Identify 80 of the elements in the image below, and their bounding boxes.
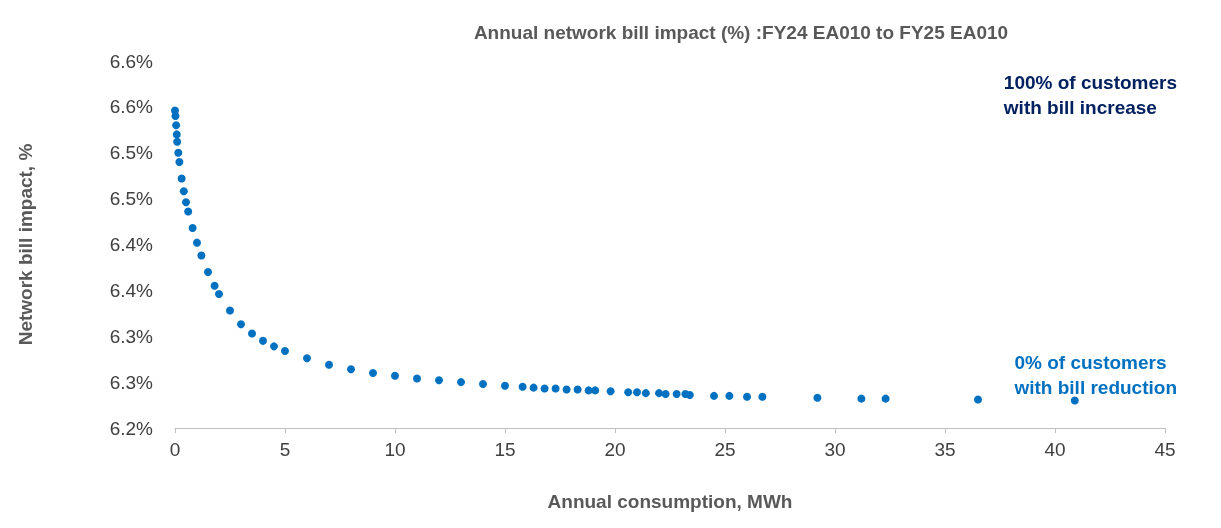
point bbox=[641, 389, 650, 398]
point bbox=[172, 130, 181, 139]
point bbox=[193, 238, 201, 247]
point bbox=[281, 346, 289, 355]
point bbox=[210, 281, 219, 290]
point bbox=[347, 365, 355, 374]
annotation: 100% of customers with bill increase bbox=[1002, 72, 1178, 118]
point bbox=[758, 392, 767, 401]
point bbox=[813, 393, 822, 402]
point bbox=[501, 381, 509, 390]
x-tick-label: 25 bbox=[714, 439, 736, 460]
point bbox=[177, 174, 186, 183]
y-tick-label: 6.6% bbox=[109, 96, 154, 118]
point bbox=[270, 342, 278, 351]
point bbox=[325, 360, 333, 369]
point bbox=[303, 354, 311, 363]
y-tick-label: 6.6% bbox=[109, 50, 154, 72]
point bbox=[710, 391, 718, 400]
y-tick-label: 6.3% bbox=[109, 371, 154, 393]
y-axis-title: Network bill impact, % bbox=[15, 143, 36, 346]
x-tick-label: 30 bbox=[824, 439, 846, 460]
point bbox=[661, 390, 670, 399]
point bbox=[633, 388, 641, 397]
point bbox=[857, 394, 866, 403]
point bbox=[518, 382, 527, 391]
point bbox=[540, 384, 549, 393]
point bbox=[624, 388, 633, 397]
point bbox=[172, 121, 181, 130]
point bbox=[184, 207, 193, 216]
x-tick-label: 10 bbox=[384, 439, 406, 460]
point bbox=[591, 386, 600, 395]
point bbox=[182, 198, 190, 207]
point bbox=[171, 112, 180, 121]
x-tick-label: 15 bbox=[494, 439, 516, 460]
point bbox=[173, 137, 182, 146]
y-tick-label: 6.3% bbox=[109, 325, 154, 347]
x-tick-label: 0 bbox=[169, 439, 181, 460]
point bbox=[881, 394, 890, 403]
point bbox=[974, 395, 982, 404]
point bbox=[1070, 396, 1079, 405]
annotation: 0% of customers with bill reduction bbox=[1013, 352, 1178, 398]
x-axis-title: Annual consumption, MWh bbox=[547, 491, 793, 512]
point bbox=[725, 391, 734, 400]
y-tick-label: 6.4% bbox=[109, 234, 154, 255]
point bbox=[457, 378, 465, 387]
y-tick-label: 6.5% bbox=[109, 142, 154, 164]
point bbox=[188, 223, 197, 232]
point bbox=[435, 376, 443, 385]
point bbox=[606, 387, 615, 396]
chart-title: Annual network bill impact (%) :FY24 EA010 to FY25 EA010 bbox=[473, 22, 1009, 43]
point bbox=[179, 187, 188, 196]
point bbox=[743, 392, 751, 401]
y-tick-label: 6.5% bbox=[109, 188, 154, 210]
point bbox=[237, 320, 245, 329]
point bbox=[197, 251, 206, 260]
point bbox=[551, 384, 560, 393]
x-tick-label: 20 bbox=[604, 439, 626, 460]
point bbox=[174, 148, 183, 157]
point bbox=[204, 268, 212, 277]
point bbox=[226, 306, 234, 315]
point bbox=[369, 368, 377, 377]
x-tick-label: 35 bbox=[934, 439, 956, 460]
point bbox=[215, 290, 223, 299]
point bbox=[562, 385, 571, 394]
point bbox=[259, 336, 267, 345]
point bbox=[248, 329, 256, 338]
y-tick-label: 6.2% bbox=[109, 417, 154, 439]
point bbox=[479, 379, 487, 388]
y-tick-label: 6.4% bbox=[109, 279, 154, 301]
point bbox=[672, 390, 681, 399]
point bbox=[175, 157, 184, 166]
x-tick-label: 40 bbox=[1044, 439, 1066, 460]
point bbox=[391, 371, 399, 380]
x-tick-label: 45 bbox=[1154, 439, 1176, 460]
point bbox=[529, 383, 538, 392]
x-tick-label: 5 bbox=[279, 439, 291, 460]
point bbox=[685, 390, 694, 399]
point bbox=[413, 374, 421, 383]
point bbox=[655, 389, 663, 398]
point bbox=[573, 385, 582, 394]
